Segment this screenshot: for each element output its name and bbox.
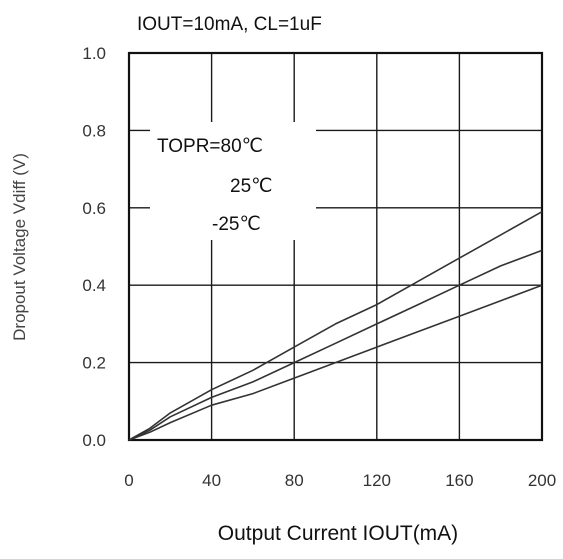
annotation-topr-80: TOPR=80℃ [157, 136, 263, 157]
y-tick-label: 0.4 [82, 276, 106, 295]
y-axis-label: Dropout Voltage Vdiff (V) [10, 153, 29, 341]
x-axis-ticks: 0 40 80 120 160 200 [124, 471, 556, 490]
annotation-25c: 25℃ [230, 176, 272, 197]
y-tick-label: 0.8 [82, 121, 106, 140]
x-tick-label: 120 [363, 471, 391, 490]
y-tick-label: 0.0 [82, 431, 106, 450]
y-tick-label: 0.6 [82, 199, 106, 218]
series-line-0 [128, 211, 543, 441]
y-tick-label: 0.2 [82, 354, 106, 373]
series-line-1 [128, 249, 543, 441]
annotation-minus-25c: -25℃ [212, 214, 261, 235]
x-tick-label: 200 [528, 471, 556, 490]
y-tick-label: 1.0 [82, 44, 106, 63]
annotation-background [150, 122, 316, 240]
x-tick-label: 160 [445, 471, 473, 490]
x-tick-label: 0 [124, 471, 133, 490]
chart-title: IOUT=10mA, CL=1uF [137, 14, 322, 35]
y-axis-ticks: 0.0 0.2 0.4 0.6 0.8 1.0 [82, 44, 106, 450]
x-tick-label: 40 [202, 471, 221, 490]
x-axis-label: Output Current IOUT(mA) [218, 522, 458, 545]
plot-frame [127, 51, 544, 442]
series-line-2 [128, 284, 543, 441]
x-tick-label: 80 [285, 471, 304, 490]
series-lines [128, 211, 543, 441]
